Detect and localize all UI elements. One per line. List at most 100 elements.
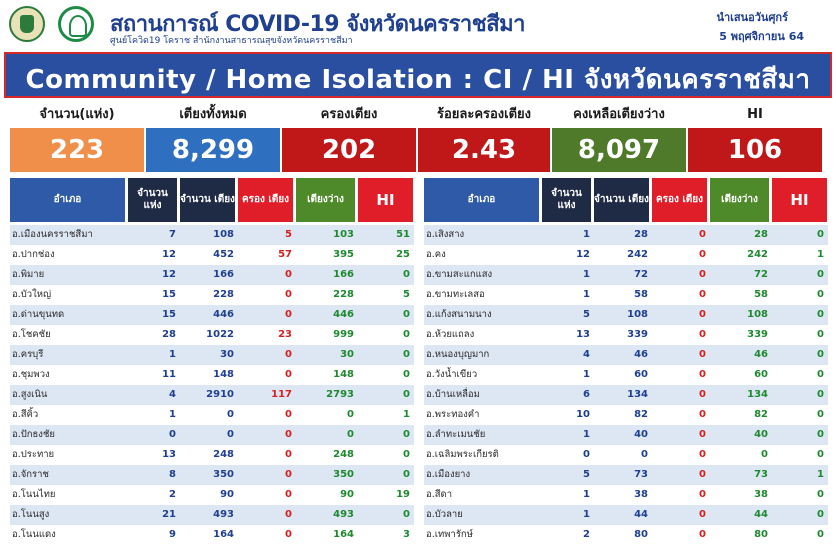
cell-occupied: 0	[699, 249, 706, 260]
district-name: อ.คง	[426, 249, 446, 260]
cell-count: 12	[162, 269, 176, 280]
district-name: อ.สีดา	[426, 489, 453, 500]
district-name: อ.สูงเนิน	[12, 389, 48, 400]
cell-beds: 2910	[206, 389, 234, 400]
presentation-day: นำเสนอวันศุกร์	[716, 11, 788, 24]
district-name: อ.สีคิ้ว	[12, 409, 39, 420]
table-row: อ.บ้านเหลื่อม 6 134 0 134 0	[424, 385, 828, 405]
cell-count: 28	[162, 329, 176, 340]
cell-count: 8	[169, 469, 176, 480]
page-subtitle: ศูนย์โควิด19 โคราช สำนักงานสาธารณสุขจังห…	[110, 36, 353, 46]
cell-occupied: 0	[285, 449, 292, 460]
cell-hi: 0	[817, 489, 824, 500]
table-row: อ.เทพารักษ์ 2 80 0 80 0	[424, 525, 828, 545]
cell-occupied: 0	[699, 409, 706, 420]
summary-value: 2.43	[418, 128, 550, 172]
cell-hi: 1	[817, 469, 824, 480]
table-row: อ.ประทาย 13 248 0 248 0	[10, 445, 414, 465]
district-name: อ.บัวลาย	[426, 509, 463, 520]
cell-available: 82	[754, 409, 768, 420]
table-row: อ.ปากช่อง 12 452 57 395 25	[10, 245, 414, 265]
district-name: อ.ขามสะแกแสง	[426, 269, 493, 280]
cell-beds: 90	[220, 489, 234, 500]
cell-count: 2	[583, 529, 590, 540]
cell-count: 7	[169, 229, 176, 240]
cell-count: 4	[583, 349, 590, 360]
cell-beds: 452	[213, 249, 234, 260]
table-row: อ.ขามทะเลสอ 1 58 0 58 0	[424, 285, 828, 305]
district-name: อ.ปักธงชัย	[12, 429, 55, 440]
table-row: อ.บัวใหญ่ 15 228 0 228 5	[10, 285, 414, 305]
cell-count: 1	[583, 269, 590, 280]
cell-count: 1	[583, 429, 590, 440]
cell-occupied: 0	[285, 269, 292, 280]
cell-occupied: 0	[285, 309, 292, 320]
column-header-available: เตียงว่าง	[710, 178, 770, 222]
district-name: อ.ปากช่อง	[12, 249, 55, 260]
cell-hi: 0	[817, 289, 824, 300]
cell-hi: 51	[396, 229, 410, 240]
cell-beds: 166	[213, 269, 234, 280]
cell-beds: 228	[213, 289, 234, 300]
table-row: อ.พระทองคำ 10 82 0 82 0	[424, 405, 828, 425]
cell-hi: 0	[403, 309, 410, 320]
cell-available: 103	[333, 229, 354, 240]
cell-occupied: 0	[699, 489, 706, 500]
table-row: อ.โนนสูง 21 493 0 493 0	[10, 505, 414, 525]
cell-available: 242	[747, 249, 768, 260]
cell-count: 9	[169, 529, 176, 540]
column-header-occupied: ครอง เตียง	[652, 178, 708, 222]
cell-hi: 0	[817, 529, 824, 540]
cell-count: 15	[162, 309, 176, 320]
cell-hi: 0	[403, 269, 410, 280]
cell-beds: 0	[641, 449, 648, 460]
district-name: อ.โนนไทย	[12, 489, 56, 500]
cell-available: 350	[333, 469, 354, 480]
cell-beds: 350	[213, 469, 234, 480]
cell-count: 13	[162, 449, 176, 460]
cell-beds: 493	[213, 509, 234, 520]
cell-beds: 40	[634, 429, 648, 440]
cell-count: 4	[169, 389, 176, 400]
cell-hi: 1	[403, 409, 410, 420]
table-row: อ.ชุมพวง 11 148 0 148 0	[10, 365, 414, 385]
cell-occupied: 0	[285, 469, 292, 480]
cell-available: 148	[333, 369, 354, 380]
district-name: อ.เฉลิมพระเกียรติ	[426, 449, 499, 460]
district-name: อ.เทพารักษ์	[426, 529, 473, 540]
table-row: อ.เฉลิมพระเกียรติ 0 0 0 0 0	[424, 445, 828, 465]
cell-beds: 1022	[206, 329, 234, 340]
cell-hi: 0	[403, 369, 410, 380]
cell-available: 0	[347, 409, 354, 420]
cell-available: 80	[754, 529, 768, 540]
summary-value: 223	[10, 128, 144, 172]
table-row: อ.โชคชัย 28 1022 23 999 0	[10, 325, 414, 345]
cell-hi: 0	[817, 309, 824, 320]
cell-occupied: 0	[699, 269, 706, 280]
cell-hi: 5	[403, 289, 410, 300]
cell-available: 2793	[326, 389, 354, 400]
cell-occupied: 0	[699, 469, 706, 480]
column-header-count: จำนวน แห่ง	[128, 178, 178, 222]
cell-available: 999	[333, 329, 354, 340]
cell-available: 28	[754, 229, 768, 240]
cell-beds: 82	[634, 409, 648, 420]
district-name: อ.ด่านขุนทด	[12, 309, 65, 320]
cell-hi: 0	[817, 509, 824, 520]
cell-beds: 339	[627, 329, 648, 340]
cell-available: 166	[333, 269, 354, 280]
table-row: อ.ลำทะเมนชัย 1 40 0 40 0	[424, 425, 828, 445]
table-row: อ.จักราช 8 350 0 350 0	[10, 465, 414, 485]
district-name: อ.โชคชัย	[12, 329, 51, 340]
cell-occupied: 0	[285, 349, 292, 360]
cell-occupied: 23	[278, 329, 292, 340]
district-name: อ.บ้านเหลื่อม	[426, 389, 480, 400]
cell-beds: 242	[627, 249, 648, 260]
cell-available: 0	[347, 429, 354, 440]
cell-occupied: 0	[699, 449, 706, 460]
cell-count: 1	[583, 489, 590, 500]
column-header-hi: HI	[358, 178, 414, 222]
cell-hi: 0	[403, 329, 410, 340]
summary-value: 106	[688, 128, 822, 172]
cell-available: 38	[754, 489, 768, 500]
